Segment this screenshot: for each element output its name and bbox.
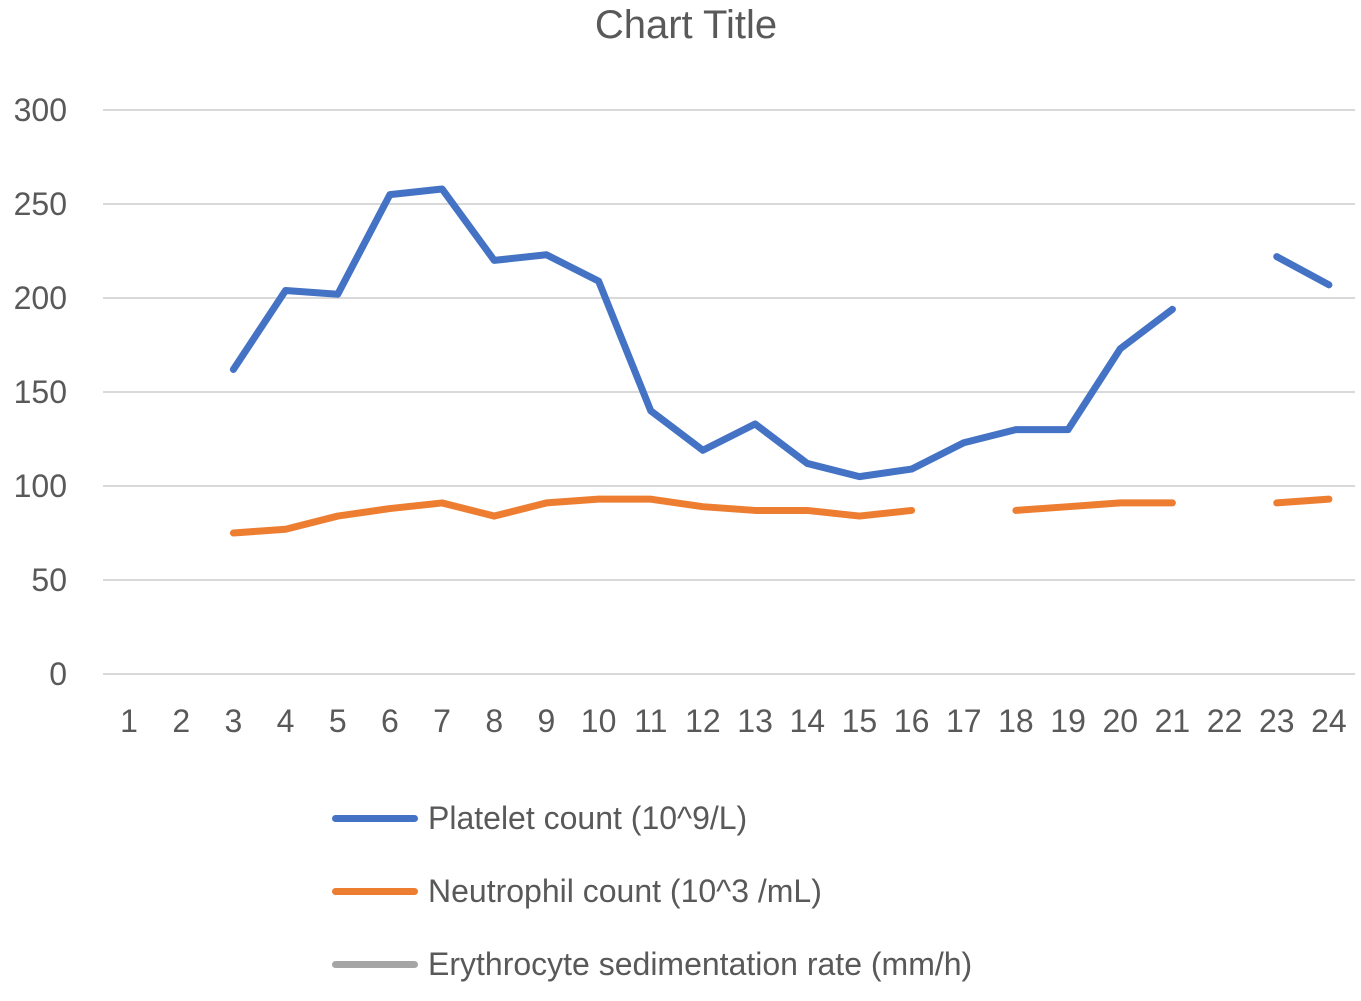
x-tick-label-11: 11: [634, 703, 667, 739]
x-tick-label-3: 3: [225, 703, 243, 739]
legend-swatch-platelet-count: [332, 815, 418, 822]
x-tick-label-19: 19: [1050, 703, 1086, 739]
x-tick-label-22: 22: [1207, 703, 1243, 739]
series-lines: [229, 185, 1333, 537]
x-tick-label-13: 13: [737, 703, 773, 739]
x-tick-label-14: 14: [789, 703, 825, 739]
legend-label-neutrophil-count: Neutrophil count (10^3 /mL): [428, 873, 822, 909]
x-tick-label-16: 16: [894, 703, 930, 739]
x-tick-label-20: 20: [1102, 703, 1138, 739]
x-tick-label-4: 4: [277, 703, 295, 739]
legend-item-platelet-count[interactable]: Platelet count (10^9/L): [332, 782, 972, 855]
series-0-line-segment: [1273, 253, 1333, 289]
x-axis-tick-labels: 1 2 3 4 5 6 7 8 9 10 11 12 13 14 15 16 17 18 19 20 21 22 23 24: [120, 703, 1347, 739]
x-tick-label-8: 8: [485, 703, 503, 739]
legend-label-erythrocyte-sedimentation-rate: Erythrocyte sedimentation rate (mm/h): [428, 946, 973, 982]
x-tick-label-17: 17: [946, 703, 982, 739]
x-tick-label-15: 15: [842, 703, 878, 739]
y-tick-label-150: 150: [14, 374, 67, 410]
y-tick-label-50: 50: [31, 562, 67, 598]
series-1: [229, 495, 1333, 537]
series-0-line-segment: [229, 185, 1176, 481]
x-tick-label-2: 2: [172, 703, 190, 739]
legend-swatch-neutrophil-count: [332, 888, 418, 895]
y-tick-label-100: 100: [14, 468, 67, 504]
legend: Platelet count (10^9/L) Neutrophil count…: [332, 782, 972, 1001]
series-0: [229, 185, 1333, 481]
x-tick-label-18: 18: [998, 703, 1034, 739]
y-tick-label-0: 0: [49, 656, 67, 692]
series-1-line-segment: [1273, 495, 1333, 507]
gridlines: [103, 109, 1355, 675]
series-1-line-segment: [229, 495, 916, 537]
y-axis-tick-labels: 0 50 100 150 200 250 300: [14, 92, 67, 692]
x-tick-label-24: 24: [1311, 703, 1347, 739]
chart-title: Chart Title: [595, 3, 777, 47]
y-tick-label-300: 300: [14, 92, 67, 128]
x-tick-label-23: 23: [1259, 703, 1295, 739]
series-1-line-segment: [1012, 499, 1176, 514]
x-tick-label-10: 10: [581, 703, 617, 739]
x-tick-label-21: 21: [1155, 703, 1191, 739]
x-tick-label-1: 1: [120, 703, 138, 739]
x-tick-label-7: 7: [433, 703, 451, 739]
x-tick-label-5: 5: [329, 703, 347, 739]
y-tick-label-250: 250: [14, 186, 67, 222]
legend-item-neutrophil-count[interactable]: Neutrophil count (10^3 /mL): [332, 855, 972, 928]
x-tick-label-12: 12: [685, 703, 721, 739]
x-tick-label-9: 9: [538, 703, 556, 739]
y-tick-label-200: 200: [14, 280, 67, 316]
legend-item-erythrocyte-sedimentation-rate[interactable]: Erythrocyte sedimentation rate (mm/h): [332, 928, 972, 1001]
legend-label-platelet-count: Platelet count (10^9/L): [428, 800, 748, 836]
legend-swatch-erythrocyte-sedimentation-rate: [332, 961, 418, 968]
x-tick-label-6: 6: [381, 703, 399, 739]
